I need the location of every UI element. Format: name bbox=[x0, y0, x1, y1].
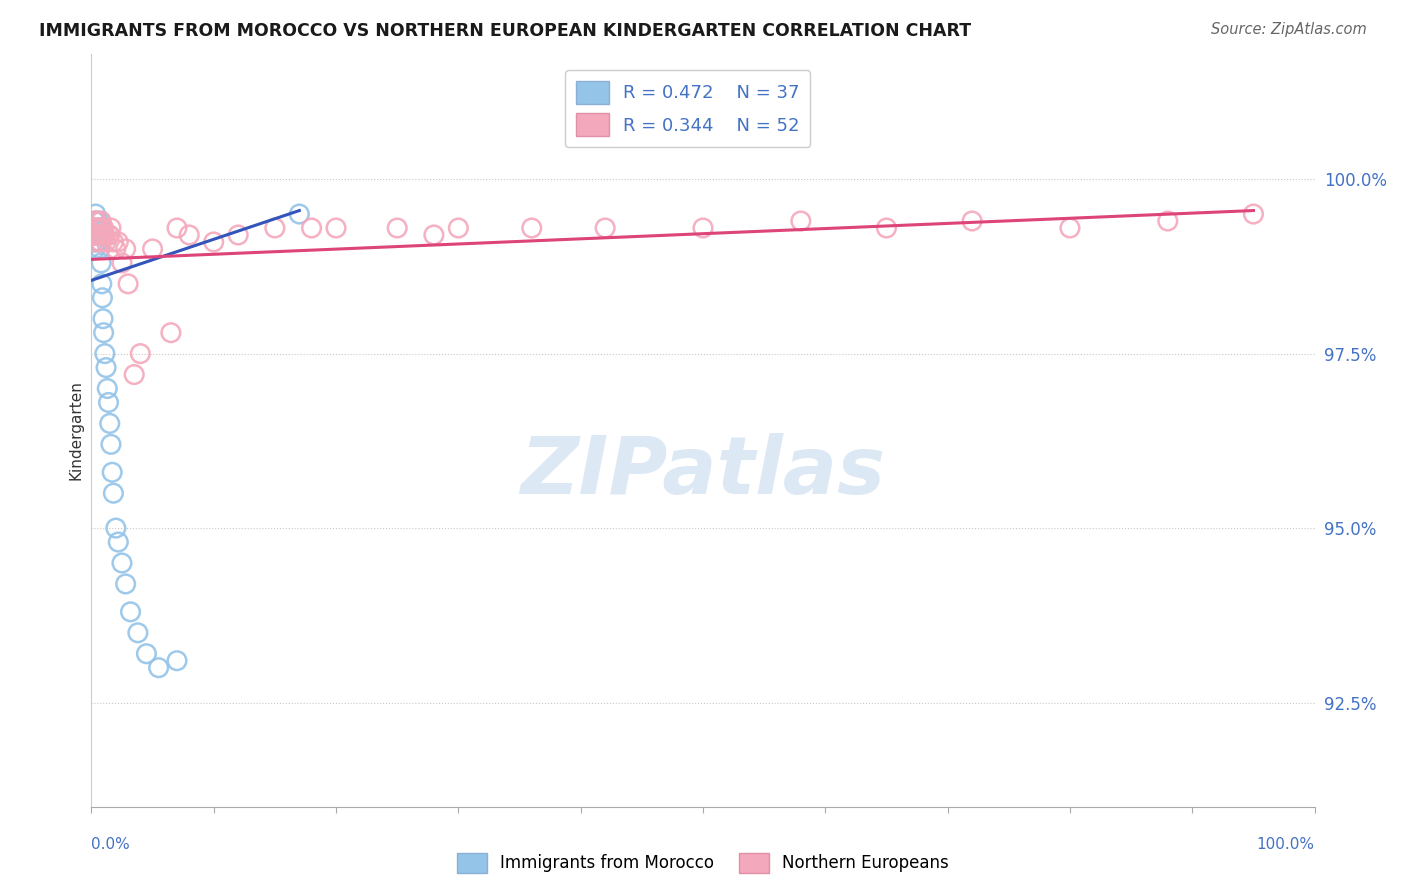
Point bbox=[135, 647, 157, 661]
Point bbox=[104, 521, 127, 535]
Point bbox=[98, 227, 121, 242]
Point bbox=[385, 221, 409, 235]
Point bbox=[129, 346, 152, 360]
Point bbox=[86, 227, 108, 242]
Text: IMMIGRANTS FROM MOROCCO VS NORTHERN EUROPEAN KINDERGARTEN CORRELATION CHART: IMMIGRANTS FROM MOROCCO VS NORTHERN EURO… bbox=[39, 22, 972, 40]
Point bbox=[94, 235, 117, 249]
Point bbox=[93, 326, 115, 340]
Point bbox=[90, 235, 112, 249]
Point bbox=[103, 486, 125, 500]
Point bbox=[960, 214, 983, 228]
Point bbox=[96, 382, 118, 396]
Point bbox=[264, 221, 287, 235]
Legend: Immigrants from Morocco, Northern Europeans: Immigrants from Morocco, Northern Europe… bbox=[450, 847, 956, 880]
Point bbox=[84, 227, 107, 242]
Point bbox=[83, 221, 105, 235]
Point bbox=[84, 214, 107, 228]
Point bbox=[100, 437, 122, 451]
Point bbox=[84, 207, 107, 221]
Point bbox=[166, 654, 188, 668]
Point bbox=[90, 221, 112, 235]
Point bbox=[82, 235, 104, 249]
Point bbox=[90, 214, 112, 228]
Point bbox=[90, 256, 112, 270]
Point bbox=[111, 556, 134, 570]
Point bbox=[179, 227, 201, 242]
Point bbox=[1059, 221, 1081, 235]
Point bbox=[104, 242, 127, 256]
Point bbox=[117, 277, 139, 291]
Point bbox=[127, 625, 149, 640]
Point bbox=[166, 221, 188, 235]
Point bbox=[91, 221, 114, 235]
Point bbox=[447, 221, 470, 235]
Point bbox=[90, 221, 112, 235]
Point bbox=[98, 417, 121, 431]
Point bbox=[87, 221, 110, 235]
Point bbox=[89, 235, 111, 249]
Point bbox=[89, 227, 111, 242]
Point bbox=[94, 360, 117, 375]
Point bbox=[94, 346, 117, 360]
Point bbox=[111, 256, 134, 270]
Point bbox=[86, 221, 108, 235]
Point bbox=[100, 221, 122, 235]
Point bbox=[520, 221, 543, 235]
Point bbox=[103, 235, 125, 249]
Point bbox=[1243, 207, 1265, 221]
Point bbox=[97, 227, 120, 242]
Point bbox=[90, 277, 112, 291]
Point bbox=[107, 535, 129, 549]
Legend: R = 0.472    N = 37, R = 0.344    N = 52: R = 0.472 N = 37, R = 0.344 N = 52 bbox=[565, 70, 810, 147]
Point bbox=[875, 221, 898, 235]
Point bbox=[97, 395, 120, 409]
Point bbox=[122, 368, 145, 382]
Point bbox=[86, 235, 108, 249]
Point bbox=[288, 207, 311, 221]
Point bbox=[84, 242, 107, 256]
Point bbox=[692, 221, 714, 235]
Y-axis label: Kindergarten: Kindergarten bbox=[67, 381, 83, 480]
Point bbox=[93, 221, 115, 235]
Point bbox=[89, 242, 111, 256]
Point bbox=[593, 221, 616, 235]
Point bbox=[325, 221, 347, 235]
Point bbox=[120, 605, 142, 619]
Text: 0.0%: 0.0% bbox=[91, 837, 131, 852]
Point bbox=[83, 227, 105, 242]
Point bbox=[89, 221, 111, 235]
Point bbox=[141, 242, 163, 256]
Point bbox=[82, 221, 104, 235]
Point bbox=[83, 214, 105, 228]
Point bbox=[87, 227, 110, 242]
Point bbox=[83, 227, 105, 242]
Point bbox=[91, 291, 114, 305]
Point bbox=[82, 227, 104, 242]
Point bbox=[107, 235, 129, 249]
Text: 100.0%: 100.0% bbox=[1257, 837, 1315, 852]
Text: Source: ZipAtlas.com: Source: ZipAtlas.com bbox=[1211, 22, 1367, 37]
Point bbox=[114, 577, 136, 591]
Point bbox=[160, 326, 183, 340]
Point bbox=[84, 214, 107, 228]
Point bbox=[82, 221, 104, 235]
Point bbox=[790, 214, 813, 228]
Point bbox=[94, 227, 117, 242]
Text: ZIPatlas: ZIPatlas bbox=[520, 434, 886, 511]
Point bbox=[202, 235, 225, 249]
Point bbox=[91, 227, 114, 242]
Point bbox=[423, 227, 446, 242]
Point bbox=[87, 227, 110, 242]
Point bbox=[301, 221, 323, 235]
Point bbox=[114, 242, 136, 256]
Point bbox=[91, 311, 114, 326]
Point bbox=[148, 661, 170, 675]
Point bbox=[87, 214, 110, 228]
Point bbox=[1157, 214, 1180, 228]
Point bbox=[84, 235, 107, 249]
Point bbox=[226, 227, 249, 242]
Point bbox=[101, 465, 124, 479]
